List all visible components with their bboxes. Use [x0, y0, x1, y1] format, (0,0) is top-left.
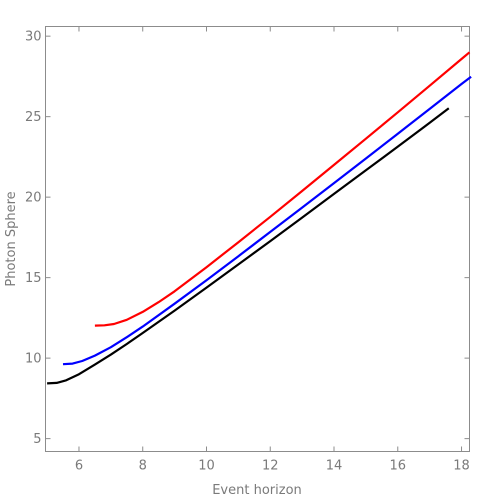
x-axis-title: Event horizon	[212, 483, 302, 498]
y-tick-label: 25	[25, 110, 42, 125]
series-line-1	[47, 107, 450, 385]
y-tick-label: 5	[33, 432, 41, 447]
y-axis-title: Photon Sphere	[4, 191, 19, 286]
y-tick-label: 20	[25, 191, 42, 206]
series-line-3	[94, 51, 471, 327]
y-axis-ticks: 5 10 15 20 25 30	[25, 30, 470, 447]
y-tick-label: 30	[25, 30, 42, 45]
x-tick-label: 14	[326, 459, 343, 474]
y-tick-label: 15	[25, 271, 42, 286]
plot-frame	[45, 26, 470, 452]
series-layer	[47, 51, 472, 385]
x-tick-label: 16	[389, 459, 406, 474]
series-line-2	[62, 75, 472, 366]
x-tick-label: 18	[453, 459, 470, 474]
x-tick-label: 12	[262, 459, 279, 474]
x-tick-label: 8	[139, 459, 147, 474]
x-tick-label: 10	[198, 459, 215, 474]
x-tick-label: 6	[75, 459, 83, 474]
x-axis-ticks: 6 8 10 12 14 16 18	[75, 26, 470, 474]
y-tick-label: 10	[25, 352, 42, 367]
